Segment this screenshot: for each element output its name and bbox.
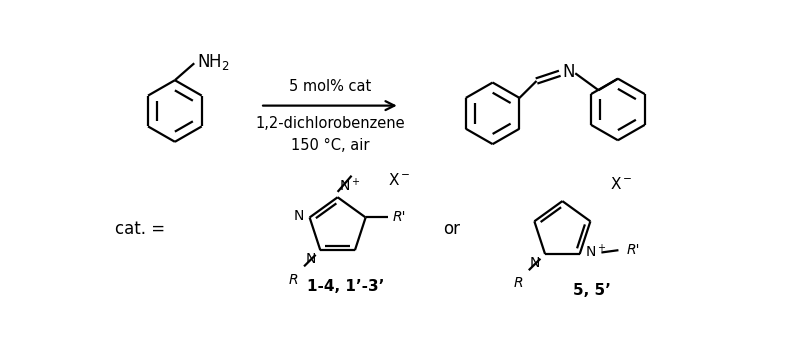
Text: NH$_2$: NH$_2$ [198,52,230,73]
Text: N: N [529,256,539,270]
Text: cat. =: cat. = [115,220,165,238]
Text: R: R [514,276,523,290]
Text: 5, 5’: 5, 5’ [573,283,611,298]
Text: N$^+$: N$^+$ [339,177,360,194]
Text: R': R' [393,210,407,224]
Text: 150 °C, air: 150 °C, air [291,138,369,153]
Text: 1,2-dichlorobenzene: 1,2-dichlorobenzene [255,116,405,131]
Text: R: R [289,273,299,286]
Text: 5 mol% cat: 5 mol% cat [288,79,371,94]
Text: N: N [294,209,305,223]
Text: or: or [443,220,460,238]
Text: X$^-$: X$^-$ [388,172,411,188]
Text: R': R' [626,243,640,257]
Text: 1-4, 1’-3’: 1-4, 1’-3’ [307,279,384,294]
Text: X$^-$: X$^-$ [611,176,633,192]
Text: N$^+$: N$^+$ [585,243,607,261]
Text: N: N [562,63,574,81]
Text: N: N [305,252,316,267]
